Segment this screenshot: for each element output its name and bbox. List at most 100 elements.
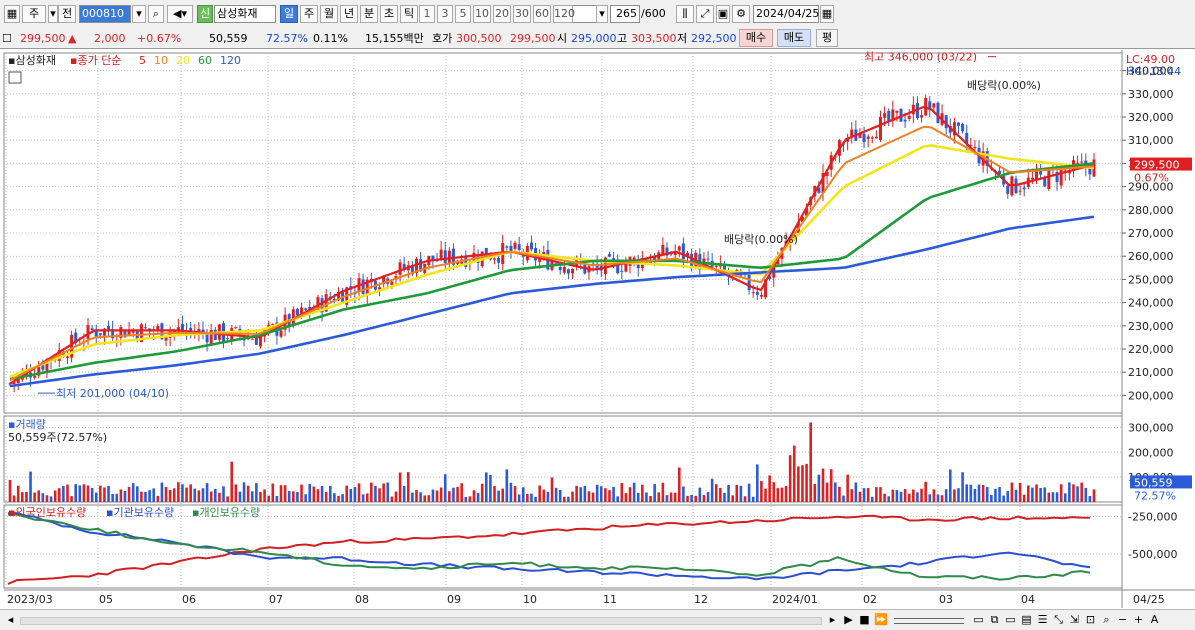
buy-button[interactable]: 매수 <box>739 29 773 47</box>
candle-body <box>571 269 575 274</box>
candle-body <box>944 115 948 129</box>
candle-icon[interactable]: ⫼ <box>676 5 694 23</box>
zoom-in-icon[interactable]: + <box>1133 613 1144 626</box>
candle-body <box>472 252 476 263</box>
volume-bar <box>965 484 969 502</box>
legend-ma-10: 10 <box>154 54 168 67</box>
zoom-icon[interactable]: ⌕ <box>1103 613 1110 626</box>
x-label: 12 <box>694 593 708 606</box>
window-icon[interactable]: ▭ <box>1005 613 1016 626</box>
volume-bar <box>772 482 776 502</box>
quote-checkbox[interactable]: ☐ <box>2 32 12 45</box>
period-tab-2[interactable]: 월 <box>320 5 338 23</box>
stop-icon[interactable]: ■ <box>859 613 870 626</box>
candle-body <box>755 291 759 295</box>
volume-bar <box>41 493 45 502</box>
interval-button-20[interactable]: 20 <box>493 5 511 23</box>
count-input[interactable]: 265 <box>610 5 640 23</box>
volume-bar <box>90 488 94 502</box>
copy-icon[interactable]: ⧉ <box>990 613 999 626</box>
new-badge: 신 <box>197 5 213 23</box>
interval-button-1[interactable]: 1 <box>419 5 435 23</box>
stock-chart[interactable]: 2023/03 05 06 07 08 09 10 11 12 2024/01 02 03 04 04/2… <box>0 50 1195 609</box>
candle-body <box>973 147 977 149</box>
fit-icon[interactable]: ⤡ <box>1054 613 1063 626</box>
period-tab-4[interactable]: 분 <box>360 5 378 23</box>
horizontal-scrollbar[interactable] <box>20 617 822 625</box>
volume-bar <box>214 488 217 502</box>
volume-bar <box>398 472 402 502</box>
volume-bar <box>439 487 443 502</box>
candle-body <box>665 247 669 256</box>
auto-scale-icon[interactable]: A <box>1150 613 1159 626</box>
ma-line-120 <box>9 215 1095 388</box>
save-icon[interactable]: ▣ <box>716 5 730 23</box>
panel-icon[interactable]: ▤ <box>1021 613 1032 626</box>
volume-bar <box>776 488 780 502</box>
volume-bar <box>402 485 406 502</box>
restore-icon[interactable]: ⊡ <box>1085 613 1096 626</box>
interval-button-5[interactable]: 5 <box>455 5 471 23</box>
code-dropdown-icon[interactable]: ▾ <box>132 5 146 23</box>
average-button[interactable]: 평 <box>816 29 838 47</box>
list-icon[interactable]: ☰ <box>1037 613 1048 626</box>
zoom-out-icon[interactable]: − <box>1117 613 1128 626</box>
chart-type-icon[interactable]: ⤢ <box>696 5 714 23</box>
search-icon[interactable]: ⌕ <box>148 5 164 23</box>
scroll-left-icon[interactable]: ◂ <box>7 613 14 626</box>
candle-body <box>562 266 566 273</box>
volume-panel <box>3 415 1123 503</box>
volume-bar <box>218 492 221 502</box>
volume-bar <box>357 483 361 502</box>
dropdown-icon[interactable]: ▾ <box>48 5 58 23</box>
turnover: 0.11% <box>313 32 348 45</box>
candle-body <box>895 110 899 113</box>
stock-code-input[interactable]: 000810 <box>79 5 131 23</box>
volume-bar <box>242 482 246 502</box>
speaker-icon[interactable]: ◀▾ <box>167 5 193 23</box>
period-tab-1[interactable]: 주 <box>300 5 318 23</box>
volume-bar <box>850 489 854 502</box>
volume-bar <box>953 489 956 502</box>
interval-button-30[interactable]: 30 <box>513 5 531 23</box>
interval-button-10[interactable]: 10 <box>473 5 491 23</box>
interval-button-3[interactable]: 3 <box>437 5 453 23</box>
sell-button[interactable]: 매도 <box>777 29 811 47</box>
volume-bar <box>267 495 270 502</box>
volume-bar <box>1088 496 1092 502</box>
volume-bar <box>94 492 98 502</box>
volume-bar <box>123 490 127 502</box>
interval-button-120[interactable]: 120 <box>553 5 575 23</box>
date-input[interactable]: 2024/04/25 <box>753 5 819 23</box>
candle-body <box>390 281 394 285</box>
stock-name-field[interactable]: 삼성화재 <box>214 5 276 23</box>
period-tab-6[interactable]: 틱 <box>400 5 418 23</box>
layout-icon[interactable]: ▦ <box>4 5 20 23</box>
zoom-area-icon[interactable]: ▭ <box>973 613 984 626</box>
candle-body <box>607 254 611 257</box>
volume-bar <box>345 485 348 502</box>
x-label: 02 <box>863 593 877 606</box>
fast-forward-icon[interactable]: ⏩ <box>874 613 888 626</box>
volume-bar <box>698 487 702 502</box>
play-icon[interactable]: ▶ <box>844 613 853 626</box>
period-tab-0[interactable]: 일 <box>280 5 298 23</box>
volume-bar <box>907 493 911 502</box>
period-tab-3[interactable]: 년 <box>340 5 358 23</box>
expand-icon[interactable]: ⇲ <box>1069 613 1080 626</box>
step-left-icon[interactable]: ▸ <box>829 613 836 626</box>
period-week-select[interactable]: 주 <box>22 5 46 23</box>
gear-icon[interactable]: ⚙ <box>732 5 750 23</box>
volume-bar <box>435 490 439 502</box>
scroll-dropdown-icon[interactable]: ▾ <box>596 5 608 23</box>
speed-slider[interactable] <box>894 618 964 624</box>
candle-body <box>1059 169 1063 186</box>
period-tab-5[interactable]: 초 <box>380 5 398 23</box>
legend-name: ▪삼성화재 <box>8 54 56 67</box>
volume-bar <box>324 491 328 502</box>
interval-button-60[interactable]: 60 <box>533 5 551 23</box>
prev-button[interactable]: 전 <box>58 5 76 23</box>
candle-body <box>1035 170 1039 179</box>
candle-body <box>164 336 168 341</box>
calendar-icon[interactable]: ▦ <box>820 5 834 23</box>
